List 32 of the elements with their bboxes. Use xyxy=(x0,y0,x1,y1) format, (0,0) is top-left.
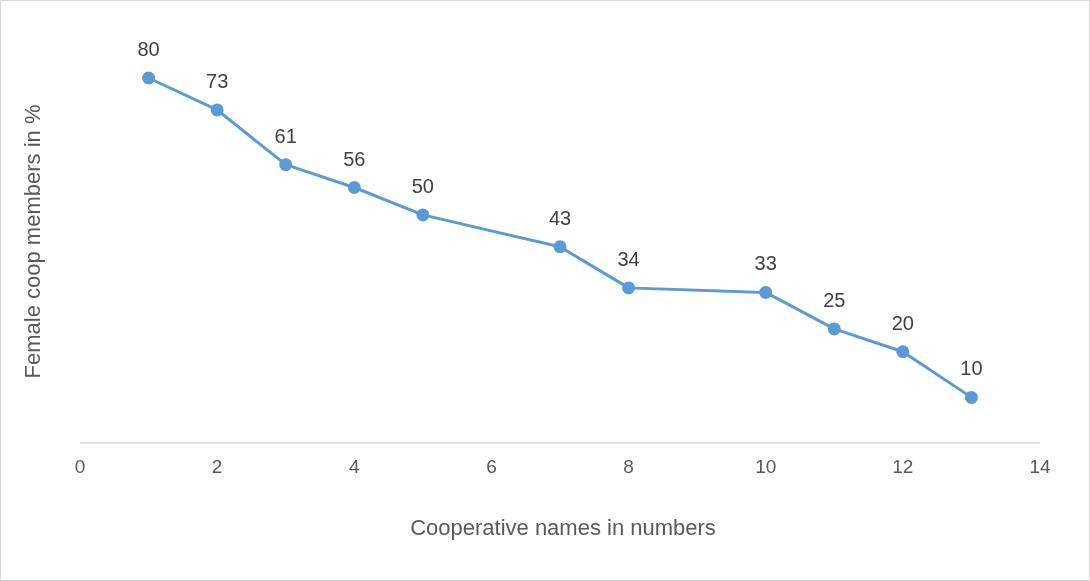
x-tick-label: 14 xyxy=(1029,456,1051,477)
data-label: 56 xyxy=(343,147,366,170)
data-label: 43 xyxy=(548,206,572,229)
x-tick-label: 2 xyxy=(211,456,223,477)
point xyxy=(759,285,773,299)
x-tick-label: 10 xyxy=(755,456,777,477)
x-tick-label: 6 xyxy=(486,456,497,477)
point xyxy=(416,208,430,222)
point xyxy=(964,390,978,404)
point xyxy=(210,103,224,117)
data-label: 73 xyxy=(206,69,229,92)
point xyxy=(553,240,567,254)
data-label: 25 xyxy=(823,288,846,311)
data-label: 80 xyxy=(137,38,160,60)
data-label: 10 xyxy=(960,357,983,380)
point xyxy=(279,158,293,172)
x-tick-label: 0 xyxy=(74,456,86,477)
data-label: 34 xyxy=(617,247,640,270)
point xyxy=(622,281,636,295)
x-tick-label: 4 xyxy=(349,456,360,477)
data-label: 50 xyxy=(411,174,434,197)
point xyxy=(142,71,156,85)
y-axis-title: Female coop members in % xyxy=(20,104,45,379)
x-tick-label: 8 xyxy=(623,456,634,477)
point xyxy=(827,322,841,336)
point xyxy=(896,345,910,359)
x-tick-label: 12 xyxy=(892,456,914,477)
data-label: 20 xyxy=(891,311,914,334)
point xyxy=(347,181,361,194)
x-axis-title: Cooperative names in numbers xyxy=(410,515,716,540)
data-label: 61 xyxy=(274,124,297,147)
data-label: 33 xyxy=(754,252,777,275)
